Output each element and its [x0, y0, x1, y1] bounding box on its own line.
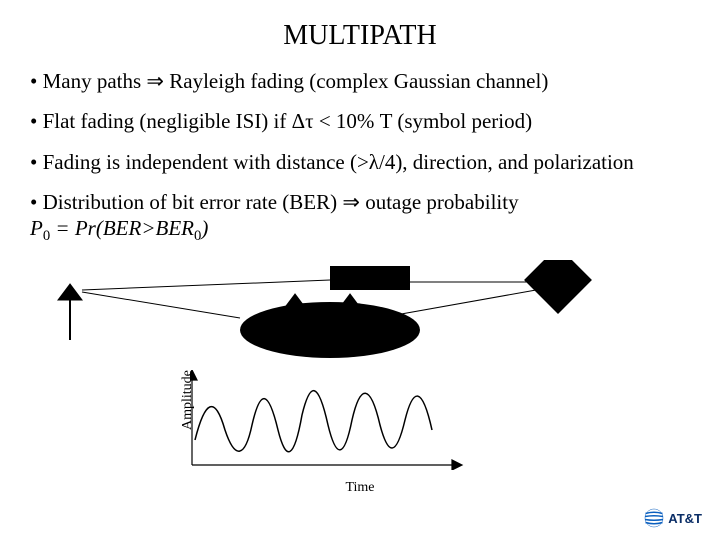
diamond-building: [524, 260, 592, 314]
multipath-diagram: [30, 260, 690, 370]
chart-axes: [190, 370, 462, 470]
bullet-4-line1: • Distribution of bit error rate (BER) ⇒…: [30, 190, 519, 214]
slide-title: MULTIPATH: [30, 20, 690, 52]
chart-xlabel: Time: [345, 480, 374, 496]
roof-shape: [330, 266, 410, 290]
globe-icon: [644, 508, 664, 528]
obstacle-ellipse: [240, 302, 420, 358]
fading-chart: Amplitude Time: [190, 370, 530, 490]
chart-ylabel: Amplitude: [180, 370, 196, 430]
att-logo: AT&T: [644, 508, 702, 528]
bullet-1: • Many paths ⇒ Rayleigh fading (complex …: [30, 68, 690, 94]
bullet-3: • Fading is independent with distance (>…: [30, 149, 690, 175]
fading-wave: [195, 390, 432, 451]
bullet-4: • Distribution of bit error rate (BER) ⇒…: [30, 189, 690, 246]
bullet-2: • Flat fading (negligible ISI) if Δτ < 1…: [30, 108, 690, 134]
antenna-left: [58, 284, 82, 340]
logo-text: AT&T: [668, 511, 702, 526]
bullet-4-formula: P0 = Pr(BER>BER0): [30, 216, 208, 240]
